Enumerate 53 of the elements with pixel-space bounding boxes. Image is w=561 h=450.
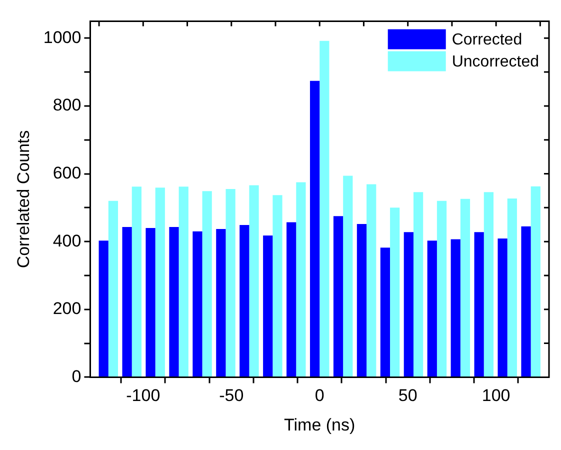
x-tick-label: 100 [482, 386, 510, 406]
bar [507, 198, 517, 377]
y-tick-label: 1000 [43, 28, 82, 47]
bar [333, 216, 344, 377]
y-axis-title: Correlated Counts [14, 130, 33, 268]
bar [356, 224, 367, 377]
x-tick-label: 0 [314, 386, 324, 406]
bar [178, 186, 188, 377]
bar [484, 192, 494, 377]
bar [404, 232, 414, 377]
bar [155, 188, 165, 377]
bar [390, 208, 400, 377]
x-axis-title: Time (ns) [284, 415, 356, 434]
bar [296, 182, 306, 377]
bar [272, 195, 282, 377]
legend-label: Uncorrected [452, 54, 540, 71]
bar [192, 231, 202, 377]
bar [343, 176, 353, 377]
y-tick-label: 200 [52, 299, 82, 318]
bar [202, 191, 212, 377]
y-tick-label: 800 [52, 96, 82, 115]
bar [249, 185, 259, 377]
bar [413, 192, 424, 377]
bar [226, 189, 236, 377]
bar [132, 186, 142, 377]
y-tick-label: 400 [52, 231, 82, 250]
bar [474, 232, 484, 377]
bar [310, 80, 320, 377]
y-tick-label: 0 [72, 366, 82, 386]
bar [216, 229, 226, 377]
bar [146, 228, 156, 377]
bar [286, 222, 296, 377]
bar [240, 224, 250, 377]
x-tick-label: -50 [219, 386, 244, 406]
bar [436, 200, 447, 377]
bar [122, 227, 132, 377]
bar [98, 240, 108, 377]
y-tick-label: 600 [52, 163, 82, 182]
bar [521, 226, 531, 377]
bar [427, 240, 437, 377]
bar [169, 227, 179, 377]
bar [263, 235, 273, 377]
bar [380, 248, 390, 377]
bar [320, 40, 330, 377]
x-tick-label: -100 [126, 386, 160, 406]
bar [366, 184, 376, 377]
legend-label: Corrected [452, 32, 522, 49]
x-tick-label: 50 [398, 386, 418, 406]
bar [498, 238, 508, 377]
bar [460, 198, 470, 377]
bar [530, 186, 540, 377]
bar [450, 239, 460, 377]
bar [108, 200, 118, 377]
